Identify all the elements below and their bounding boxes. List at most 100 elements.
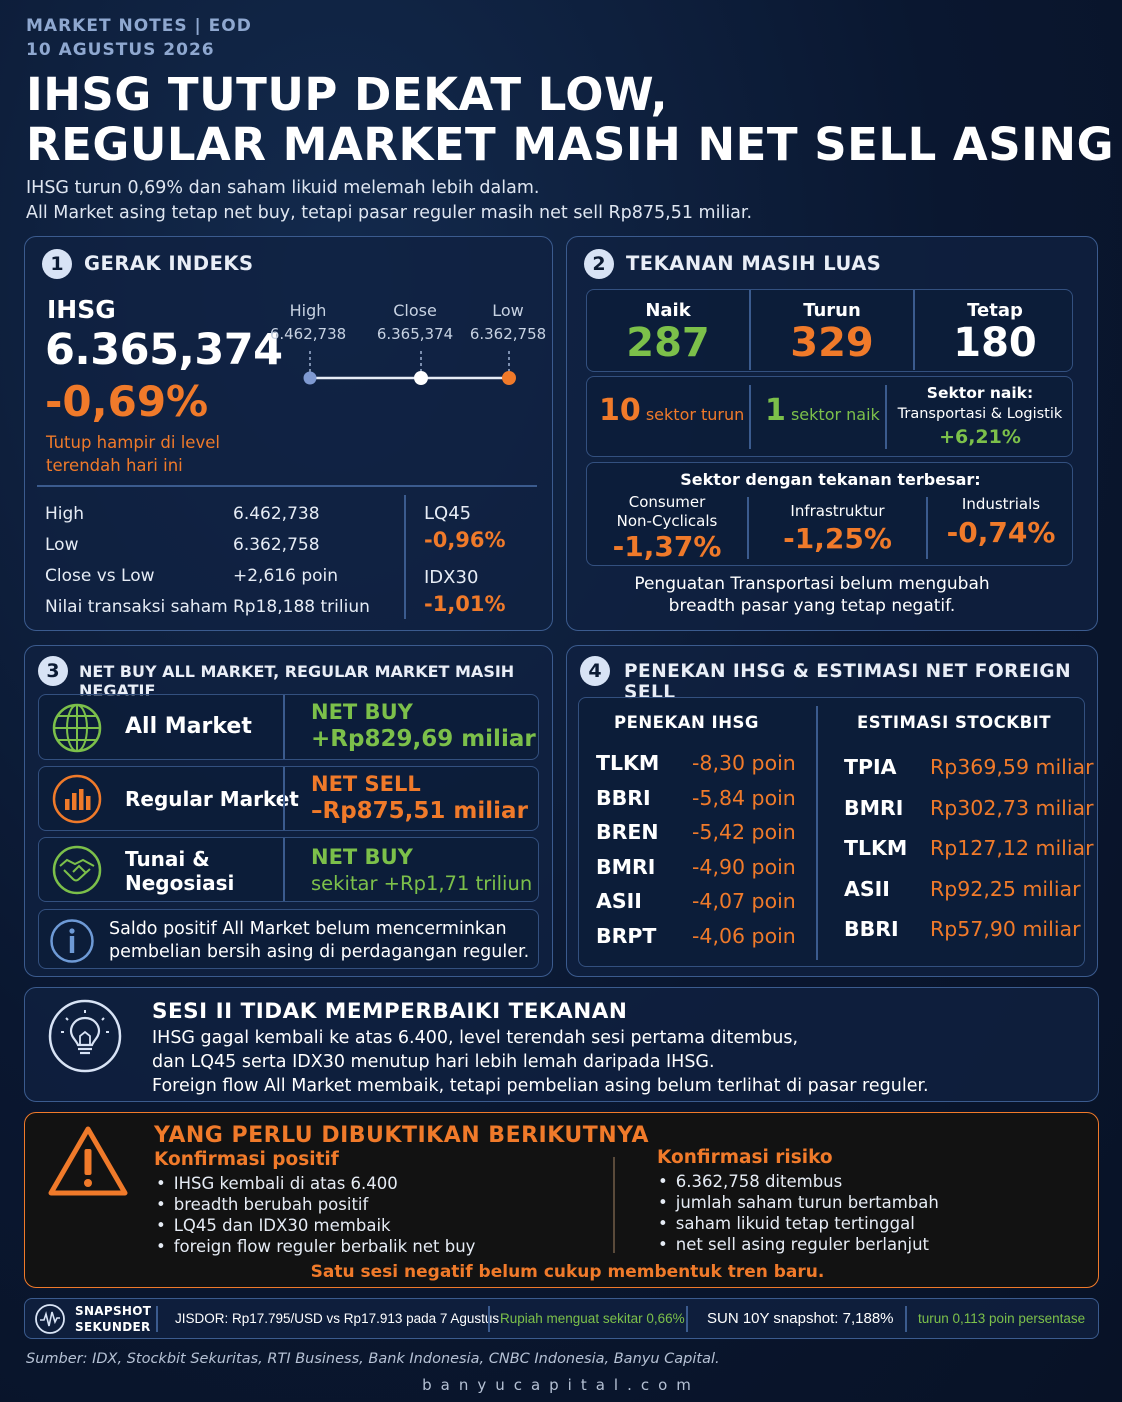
risk-item: saham likuid tetap tertinggal bbox=[658, 1213, 939, 1234]
penekan-row: ASII -4,07 poin bbox=[596, 884, 811, 919]
range-line-chart bbox=[303, 351, 516, 385]
pulse-icon bbox=[35, 1304, 65, 1334]
panel-number-badge: 2 bbox=[584, 249, 614, 279]
ticker: BRPT bbox=[596, 923, 657, 948]
net-sell-value: Rp127,12 miliar bbox=[930, 836, 1094, 860]
risk-item: jumlah saham turun bertambah bbox=[658, 1192, 939, 1213]
panel-net-buy: 3 NET BUY ALL MARKET, REGULAR MARKET MAS… bbox=[24, 645, 553, 977]
ticker: TPIA bbox=[844, 755, 897, 779]
penekan-row: BMRI -4,90 poin bbox=[596, 850, 811, 885]
ticker: TLKM bbox=[596, 751, 660, 775]
risk-item: 6.362,758 ditembus bbox=[658, 1171, 939, 1192]
sesi-title: SESI II TIDAK MEMPERBAIKI TEKANAN bbox=[152, 999, 628, 1024]
title-line-2: REGULAR MARKET MASIH NET SELL ASING bbox=[26, 118, 1115, 171]
net-sell-value: Rp57,90 miliar bbox=[930, 917, 1081, 941]
stat-label: Low bbox=[45, 535, 79, 555]
sesi-text: IHSG gagal kembali ke atas 6.400, level … bbox=[152, 1026, 929, 1098]
sesi-line-2: dan LQ45 serta IDX30 menutup hari lebih … bbox=[152, 1052, 715, 1072]
snapshot-label-2: SEKUNDER bbox=[75, 1320, 151, 1334]
sector-down-text: sektor turun bbox=[645, 405, 745, 424]
footnote-line-2: breadth pasar yang tetap negatif. bbox=[668, 596, 956, 616]
page-title: IHSG TUTUP DEKAT LOW, REGULAR MARKET MAS… bbox=[26, 70, 1114, 170]
info-line-2: pembelian bersih asing di perdagangan re… bbox=[109, 942, 530, 962]
stats-table: High 6.462,738 Low 6.362,758 Close vs Lo… bbox=[45, 499, 395, 623]
idx30-label: IDX30 bbox=[424, 567, 479, 588]
range-close-label: Close bbox=[393, 301, 437, 320]
risk-item: net sell asing reguler berlanjut bbox=[658, 1234, 939, 1255]
ticker: BREN bbox=[596, 820, 659, 844]
positive-item: IHSG kembali di atas 6.400 bbox=[156, 1173, 475, 1194]
stat-label: Nilai transaksi saham bbox=[45, 597, 228, 617]
panel-gerak-indeks: 1 GERAK INDEKS IHSG 6.365,374 -0,69% Tut… bbox=[24, 236, 553, 631]
panel-tekanan: 2 TEKANAN MASIH LUAS Naik 287 Turun 329 … bbox=[566, 236, 1098, 631]
index-change: -0,69% bbox=[45, 377, 209, 426]
naik-label: Naik bbox=[645, 300, 691, 321]
ticker: BBRI bbox=[844, 917, 899, 941]
stat-row: Close vs Low +2,616 poin bbox=[45, 561, 395, 592]
pressure-item: Industrials -0,74% bbox=[928, 495, 1074, 552]
stat-label: High bbox=[45, 504, 85, 524]
panel-number-badge: 3 bbox=[38, 656, 68, 686]
rupiah-text: Rupiah menguat sekitar 0,66% bbox=[500, 1311, 685, 1326]
flow-name: Regular Market bbox=[125, 787, 299, 811]
impact: -5,84 poin bbox=[692, 785, 796, 810]
next-footer: Satu sesi negatif belum cukup membentuk … bbox=[310, 1262, 825, 1282]
flow-status: NET BUY bbox=[311, 845, 413, 869]
penekan-row: BBRI -5,84 poin bbox=[596, 781, 811, 816]
foreign-header: ESTIMASI STOCKBIT bbox=[857, 713, 1052, 732]
flow-status: NET SELL bbox=[311, 772, 421, 796]
range-high-label: High bbox=[289, 301, 327, 320]
stat-label: Close vs Low bbox=[45, 566, 155, 586]
sector-up-name-label: Sektor naik: bbox=[926, 384, 1034, 402]
jisdor-text: JISDOR: Rp17.795/USD vs Rp17.913 pada 7 … bbox=[175, 1311, 500, 1326]
impact: -8,30 poin bbox=[692, 751, 796, 775]
flow-value: sekitar +Rp1,71 triliun bbox=[311, 872, 533, 895]
penekan-row: BRPT -4,06 poin bbox=[596, 919, 811, 954]
pressure-item: Infrastruktur -1,25% bbox=[749, 502, 926, 557]
foreign-list: TPIA Rp369,59 miliar BMRI Rp302,73 miliar … bbox=[844, 747, 1094, 950]
info-line-1: Saldo positif All Market belum mencermin… bbox=[109, 919, 507, 939]
pressure-name: Industrials bbox=[961, 495, 1041, 513]
risk-title: Konfirmasi risiko bbox=[657, 1147, 833, 1168]
sector-up-name: Transportasi & Logistik bbox=[897, 406, 1063, 422]
lightbulb-icon bbox=[48, 999, 122, 1073]
sesi-line-1: IHSG gagal kembali ke atas 6.400, level … bbox=[152, 1028, 799, 1048]
penekan-row: TLKM -8,30 poin bbox=[596, 746, 811, 781]
flow-value: +Rp829,69 miliar bbox=[311, 726, 536, 752]
low-marker bbox=[502, 371, 516, 385]
impact: -4,90 poin bbox=[692, 854, 796, 879]
stat-value: 6.362,758 bbox=[233, 535, 320, 555]
range-close-value: 6.365,374 bbox=[376, 325, 454, 343]
positive-item: breadth berubah positif bbox=[156, 1194, 475, 1215]
flow-row-regular-market: Regular Market NET SELL –Rp875,51 miliar bbox=[38, 766, 539, 831]
flow-row-tunai-negosiasi: Tunai & Negosiasi NET BUY sekitar +Rp1,7… bbox=[38, 837, 539, 902]
panel-next-confirmation: YANG PERLU DIBUKTIKAN BERIKUTNYA Konfirm… bbox=[24, 1112, 1099, 1288]
kicker-label: MARKET NOTES | EOD bbox=[26, 16, 252, 36]
note-line-1: Tutup hampir di level bbox=[46, 433, 220, 452]
close-marker bbox=[414, 371, 428, 385]
title-line-1: IHSG TUTUP DEKAT LOW, bbox=[26, 68, 669, 121]
foreign-row: TPIA Rp369,59 miliar bbox=[844, 747, 1094, 788]
tetap-value: 180 bbox=[953, 320, 1037, 366]
source-note: Sumber: IDX, Stockbit Sekuritas, RTI Bus… bbox=[26, 1351, 720, 1367]
lq45-label: LQ45 bbox=[424, 503, 472, 524]
range-low-label: Low bbox=[492, 301, 524, 320]
sector-box: 10 sektor turun 1 sektor naik Sektor nai… bbox=[586, 376, 1073, 457]
sector-down: 10 sektor turun bbox=[599, 393, 744, 428]
tetap-label: Tetap bbox=[967, 300, 1023, 321]
high-marker bbox=[303, 371, 317, 385]
sector-up: 1 sektor naik bbox=[765, 393, 880, 428]
pressure-item: Consumer Non-Cyclicals -1,37% bbox=[587, 493, 747, 563]
header-kicker: MARKET NOTES | EOD 10 AGUSTUS 2026 bbox=[26, 14, 252, 62]
panel-title: GERAK INDEKS bbox=[84, 252, 254, 275]
website: banyucapital.com bbox=[422, 1376, 700, 1394]
sesi-line-3: Foreign flow All Market membaik, tetapi … bbox=[152, 1076, 929, 1096]
lede-line-1: IHSG turun 0,69% dan saham likuid melema… bbox=[26, 178, 540, 198]
impact: -5,42 poin bbox=[692, 820, 796, 844]
ticker: ASII bbox=[844, 876, 890, 901]
info-box: Saldo positif All Market belum mencermin… bbox=[38, 909, 539, 969]
foreign-row: BBRI Rp57,90 miliar bbox=[844, 909, 1084, 950]
panel-title: TEKANAN MASIH LUAS bbox=[626, 252, 882, 275]
index-name: IHSG bbox=[47, 295, 116, 324]
positive-title: Konfirmasi positif bbox=[154, 1149, 339, 1170]
